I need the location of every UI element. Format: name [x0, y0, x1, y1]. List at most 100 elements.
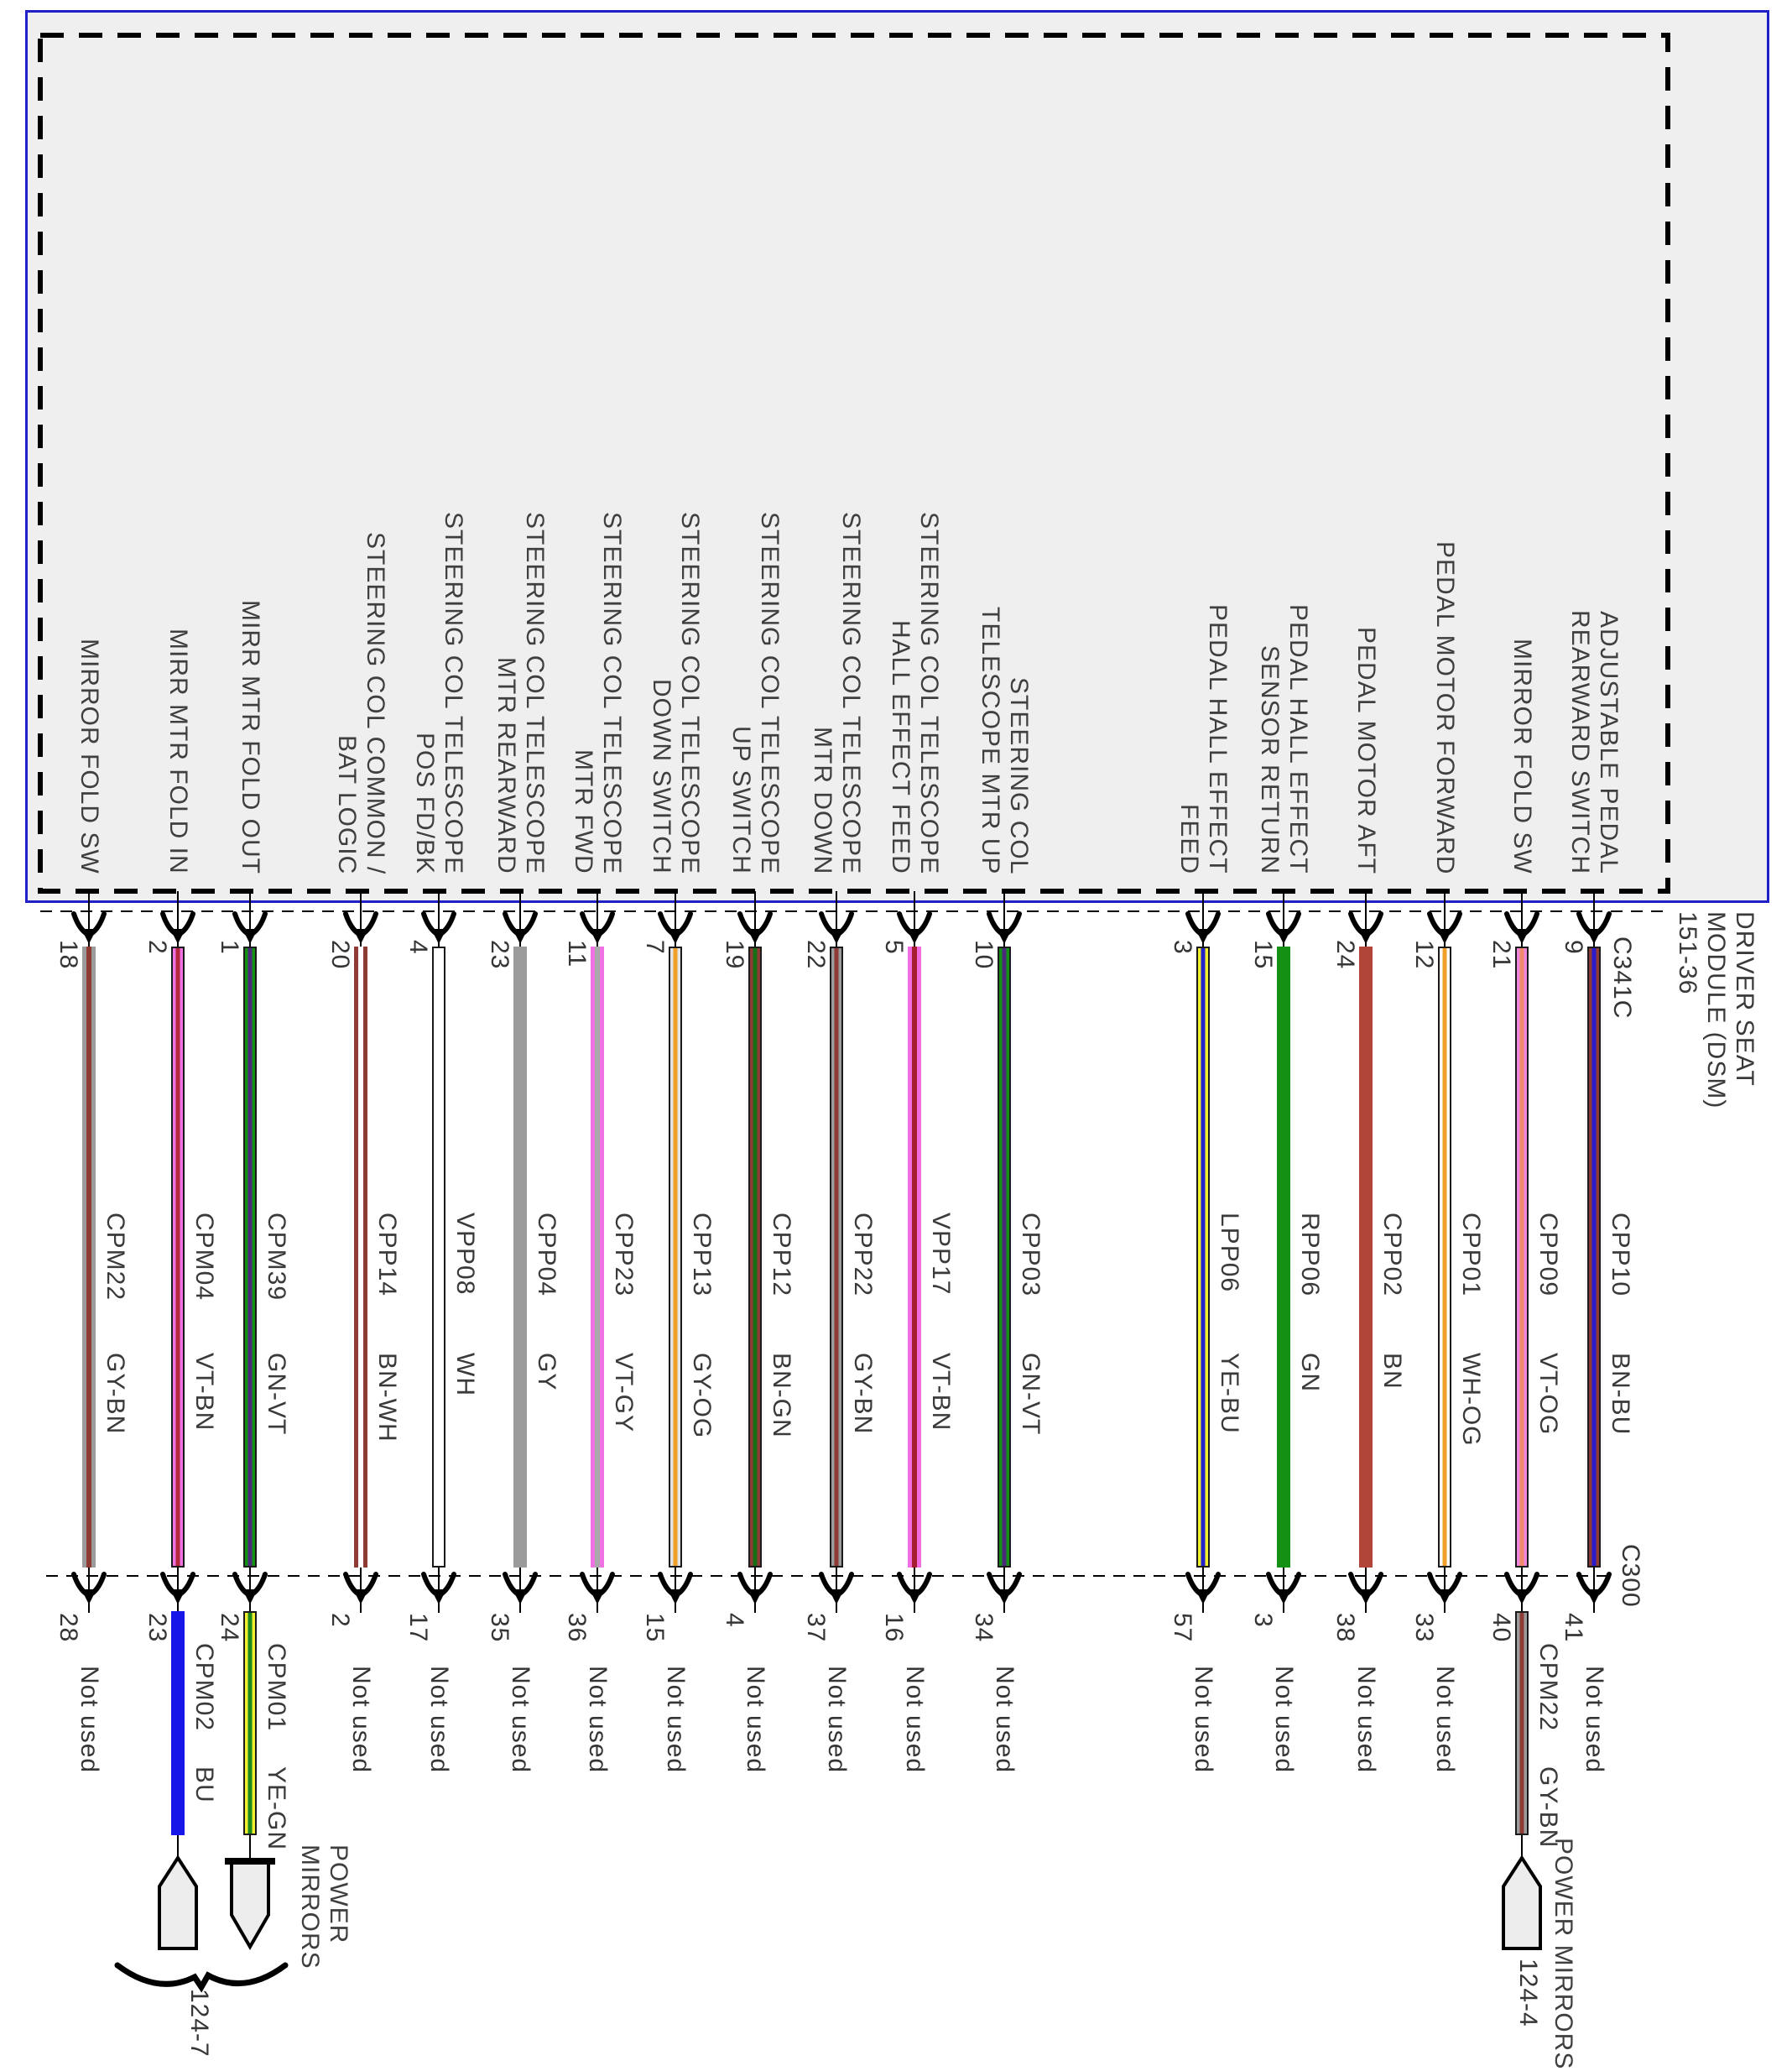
wire-cpm22-circuit-label: CPM22	[1534, 1643, 1562, 1732]
wire-cpp01-c300-arrow-icon	[1423, 1571, 1466, 1604]
connector-c300-label: C300	[1617, 1544, 1644, 1608]
wire-vpp08-bottom-pin: 17	[404, 1613, 432, 1643]
wire-cpp23-bar	[591, 947, 604, 1568]
wire-rpp06-c341c-arrow-icon	[1262, 910, 1305, 944]
wire-cpp13-function-label: STEERING COL TELESCOPE DOWN SWITCH	[648, 511, 704, 874]
wire-cpp03-function-label: STEERING COL TELESCOPE MTR UP	[977, 606, 1033, 874]
wire-cpm39-c300-arrow-icon	[228, 1571, 272, 1604]
wire-vpp08-top-pin: 4	[404, 940, 432, 955]
wire-cpp01-c341c-arrow-icon	[1423, 910, 1466, 944]
wire-vpp17-bar	[908, 947, 921, 1568]
wire-cpp04-top-pin: 23	[486, 940, 513, 970]
wire-cpp04-color-label: GY	[533, 1353, 560, 1391]
wire-cpp09-color-label: VT-OG	[1534, 1353, 1562, 1436]
wire-cpp01-bar	[1438, 947, 1451, 1568]
wire-cpp10-color-label: BN-BU	[1607, 1353, 1634, 1436]
wire-cpp13-top-pin: 7	[641, 940, 669, 955]
wire-cpp23-top-pin: 11	[563, 940, 591, 968]
wire-vpp08-circuit-label: VPP08	[451, 1213, 479, 1296]
wire-cpp14-bottom-pin: 2	[326, 1613, 354, 1628]
wire-cpm01-box-connector-icon	[223, 1856, 277, 1952]
wire-cpp01-function-label: PEDAL MOTOR FORWARD	[1431, 540, 1459, 874]
wire-cpp22-function-label: STEERING COL TELESCOPE MTR DOWN	[809, 511, 865, 874]
wire-cpp02-bottom-pin: 38	[1331, 1613, 1359, 1643]
wire-cpp04-function-label: STEERING COL TELESCOPE MTR REARWARD	[492, 511, 549, 874]
wire-cpp13-bottom-pin: 15	[641, 1613, 669, 1643]
wire-cpm04-circuit-label: CPM04	[190, 1213, 218, 1302]
wire-cpm02-pentagon-connector-icon	[151, 1856, 205, 1952]
wire-lpp06-circuit-label: LPP06	[1216, 1213, 1243, 1293]
wire-cpp10-circuit-label: CPP10	[1607, 1213, 1634, 1297]
wire-cpp12-bottom-pin: 4	[721, 1613, 748, 1628]
wire-cpp12-c300-arrow-icon	[733, 1571, 777, 1604]
wire-cpm02-connector-lead	[177, 1835, 179, 1860]
wire-cpp10-c300-arrow-icon	[1572, 1571, 1616, 1604]
wire-rpp06-c300-arrow-icon	[1262, 1571, 1305, 1604]
wire-cpp12-c341c-arrow-icon	[733, 910, 777, 944]
wire-cpm39-bar	[243, 947, 257, 1568]
power-mirrors-left-ref: 124-7	[185, 1989, 213, 2058]
wire-cpm39-color-label: GN-VT	[263, 1353, 290, 1436]
wire-lpp06-color-label: YE-BU	[1216, 1353, 1243, 1434]
wire-vpp17-c341c-arrow-icon	[893, 910, 936, 944]
wire-cpp04-bar	[513, 947, 527, 1568]
wire-lpp06-bar	[1196, 947, 1210, 1568]
wire-cpp23-c341c-arrow-icon	[576, 910, 619, 944]
wire-cpm22-c341c-arrow-icon	[67, 910, 111, 944]
wire-cpp04-c341c-arrow-icon	[498, 910, 542, 944]
wire-cpp23-status: Not used	[584, 1666, 612, 1774]
wire-cpp13-status: Not used	[662, 1666, 690, 1774]
wire-cpp12-status: Not used	[742, 1666, 769, 1774]
wire-cpp01-bottom-pin: 33	[1410, 1613, 1438, 1643]
wire-cpp01-color-label: WH-OG	[1457, 1353, 1485, 1447]
wire-vpp08-c300-arrow-icon	[417, 1571, 461, 1604]
wire-cpm22-connector-lead	[1521, 1835, 1523, 1860]
wire-cpm02-circuit-label: CPM02	[190, 1643, 218, 1732]
wire-cpp23-function-label: STEERING COL TELESCOPE MTR FWD	[570, 511, 626, 874]
wire-cpm39-function-label: MIRR MTR FOLD OUT	[237, 600, 264, 874]
wire-cpp22-bar	[830, 947, 843, 1568]
wire-cpp10-status: Not used	[1581, 1666, 1608, 1774]
wire-cpp12-function-label: STEERING COL TELESCOPE UP SWITCH	[727, 511, 784, 874]
wire-cpm04-function-label: MIRR MTR FOLD IN	[164, 629, 192, 874]
wire-cpp13-c341c-arrow-icon	[654, 910, 697, 944]
wire-lpp06-bottom-pin: 57	[1169, 1613, 1196, 1643]
wire-vpp08-c341c-arrow-icon	[417, 910, 461, 944]
wire-vpp17-top-pin: 5	[880, 940, 908, 955]
wire-cpp12-top-pin: 19	[721, 940, 748, 970]
wire-vpp17-bottom-pin: 16	[880, 1613, 908, 1643]
wire-cpp04-bottom-pin: 35	[486, 1613, 513, 1643]
wire-cpp04-c300-arrow-icon	[498, 1571, 542, 1604]
wire-cpm01-bar	[243, 1611, 257, 1835]
bundle-bracket-icon	[114, 1962, 289, 1993]
wire-cpp14-function-label: STEERING COL COMMON / BAT LOGIC	[333, 531, 389, 874]
wire-cpm04-c341c-arrow-icon	[156, 910, 200, 944]
wire-cpp03-circuit-label: CPP03	[1017, 1213, 1044, 1297]
wire-cpp23-circuit-label: CPP23	[610, 1213, 638, 1297]
wire-cpp23-bottom-pin: 36	[563, 1613, 591, 1643]
wire-vpp08-color-label: WH	[451, 1353, 479, 1396]
wire-rpp06-status: Not used	[1270, 1666, 1298, 1774]
wire-cpp13-color-label: GY-OG	[688, 1353, 716, 1439]
wire-cpm04-color-label: VT-BN	[190, 1353, 218, 1432]
wire-cpp03-status: Not used	[991, 1666, 1018, 1774]
wire-cpm39-bottom-pin: 24	[216, 1613, 243, 1643]
wire-cpm39-top-pin: 1	[216, 940, 243, 955]
wire-cpp02-status: Not used	[1352, 1666, 1380, 1774]
wire-cpp09-bar	[1515, 947, 1529, 1568]
wire-cpm22-color-label: GY-BN	[1534, 1766, 1562, 1849]
wire-cpp10-function-label: ADJUSTABLE PEDAL REARWARD SWITCH	[1566, 610, 1623, 874]
power-mirrors-right-ref: 124-4	[1514, 1959, 1542, 2027]
wire-cpp01-circuit-label: CPP01	[1457, 1213, 1485, 1297]
wire-rpp06-function-label: PEDAL HALL EFFECT SENSOR RETURN	[1256, 604, 1312, 874]
wire-cpp09-bottom-pin: 40	[1487, 1613, 1515, 1643]
wire-cpp03-c341c-arrow-icon	[982, 910, 1026, 944]
wire-cpp13-circuit-label: CPP13	[688, 1213, 716, 1297]
wire-cpp02-c300-arrow-icon	[1344, 1571, 1388, 1604]
wire-cpp03-c300-arrow-icon	[982, 1571, 1026, 1604]
wire-cpm04-bar	[171, 947, 185, 1568]
wire-cpm01-circuit-label: CPM01	[263, 1643, 290, 1732]
wire-cpp22-c300-arrow-icon	[815, 1571, 858, 1604]
